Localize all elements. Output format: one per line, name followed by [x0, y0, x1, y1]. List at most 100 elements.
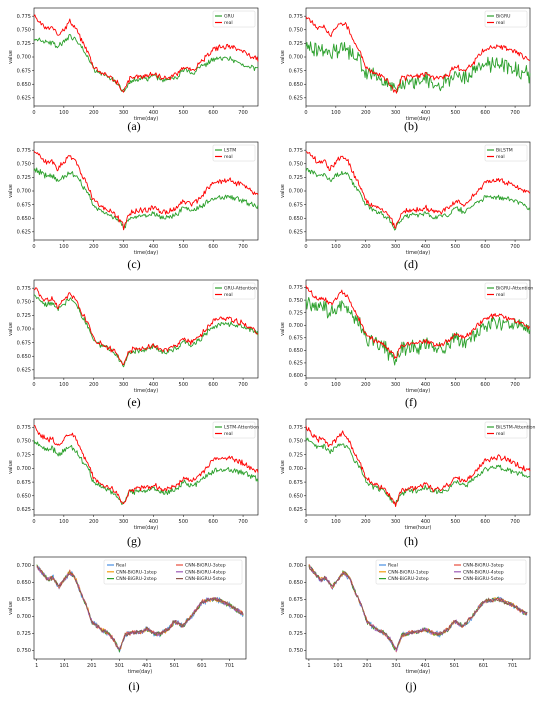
legend-label: LSTM-Attention	[224, 425, 259, 431]
chart-panel-5: 0 100 200 300 400 500 600 700 0.625 0.650 0.675 0.7…	[8, 279, 259, 409]
x-tick-label: 0	[304, 382, 307, 388]
x-tick-label: 500	[451, 382, 461, 388]
x-tick-label: 400	[149, 110, 159, 116]
x-tick-label: 300	[119, 244, 129, 250]
legend-label: BiGRU-Attention	[496, 286, 533, 292]
x-tick-label: 700	[238, 382, 248, 388]
y-tick-label: 0.650	[289, 494, 303, 500]
legend-label: CNN-BiGRU-4step	[463, 569, 504, 575]
x-axis-label: time(day)	[406, 250, 430, 256]
legend-box	[212, 10, 256, 28]
y-tick-label: 0.750	[289, 27, 303, 33]
y-tick-label: 0.775	[289, 285, 303, 291]
y-axis-label: value	[8, 322, 14, 336]
legend-label: real	[496, 20, 505, 26]
y-tick-label: 0.675	[289, 480, 303, 486]
y-tick-label: 0.775	[289, 425, 303, 431]
y-tick-label: 0.625	[17, 96, 31, 102]
y-tick-label: 0.650	[289, 348, 303, 354]
x-tick-label: 100	[59, 519, 69, 525]
y-tick-label: 0.725	[289, 631, 303, 637]
x-tick-label: 600	[208, 110, 218, 116]
x-tick-label: 600	[480, 244, 490, 250]
y-tick-label: 0.775	[17, 286, 31, 292]
legend-label: real	[496, 431, 505, 437]
chart-panel-4: 0 100 200 300 400 500 600 700 0.625 0.650 0.675 0.7…	[280, 141, 531, 271]
y-tick-label: 0.675	[17, 340, 31, 346]
y-tick-label: 0.750	[17, 161, 31, 167]
chart-panel-10: 1 101 201 301 401 501 601 701 0.750 0.725 0.700 0.6…	[280, 556, 531, 693]
x-axis-label: time(day)	[134, 250, 158, 256]
x-tick-label: 1	[307, 663, 310, 669]
x-tick-label: 200	[361, 110, 371, 116]
x-tick-label: 700	[238, 110, 248, 116]
x-tick-label: 701	[508, 663, 518, 669]
y-tick-label: 0.725	[289, 41, 303, 47]
series-line-gru-attention	[33, 294, 259, 368]
y-tick-label: 0.650	[289, 82, 303, 88]
chart-panel-2: 0 100 200 300 400 500 600 700 0.625 0.650 0.675 0.7…	[280, 7, 531, 133]
x-tick-label: 100	[331, 244, 341, 250]
x-tick-label: 400	[149, 519, 159, 525]
legend-label: CNN-BiGRU-5step	[185, 576, 226, 582]
x-axis-label: time(day)	[406, 116, 430, 122]
y-tick-label: 0.650	[17, 354, 31, 360]
y-tick-label: 0.675	[17, 597, 31, 603]
legend-label: CNN-BiGRU-3step	[185, 563, 226, 569]
series-line-real	[33, 150, 259, 231]
legend-label: CNN-BiGRU-2step	[388, 576, 429, 582]
x-tick-label: 500	[451, 244, 461, 250]
y-tick-label: 0.725	[17, 313, 31, 319]
legend-box	[484, 144, 528, 162]
x-axis-label: time(day)	[134, 116, 158, 122]
legend-label: CNN-BiGRU-1step	[388, 569, 429, 575]
legend-label: real	[496, 154, 505, 160]
x-tick-label: 200	[361, 244, 371, 250]
y-axis-label: value	[280, 50, 286, 64]
x-tick-label: 0	[304, 110, 307, 116]
y-tick-label: 0.675	[17, 202, 31, 208]
legend-label: CNN-BiGRU-4step	[185, 569, 226, 575]
x-tick-label: 600	[480, 110, 490, 116]
y-tick-label: 0.700	[17, 327, 31, 333]
chart-panel-6: 0 100 200 300 400 500 600 700 0.600 0.625 0.650 0.6…	[280, 279, 533, 409]
x-tick-label: 100	[331, 519, 341, 525]
y-axis-label: value	[280, 460, 286, 474]
legend-box	[484, 421, 528, 439]
legend-box	[484, 10, 528, 28]
x-tick-label: 401	[420, 663, 430, 669]
y-tick-label: 0.625	[289, 230, 303, 236]
x-tick-label: 1	[35, 663, 38, 669]
y-tick-label: 0.625	[17, 230, 31, 236]
y-tick-label: 0.725	[289, 310, 303, 316]
y-tick-label: 0.700	[289, 189, 303, 195]
legend-label: GRU-Attention	[224, 286, 257, 292]
y-tick-label: 0.650	[17, 580, 31, 586]
y-tick-label: 0.675	[289, 202, 303, 208]
series-line-real	[33, 424, 259, 505]
y-tick-label: 0.675	[289, 597, 303, 603]
y-tick-label: 0.725	[17, 175, 31, 181]
chart-panel-9: 1 101 201 301 401 501 601 701 0.750 0.725 0.700 0.6…	[8, 556, 247, 693]
series-line-gru	[33, 33, 259, 92]
x-tick-label: 0	[32, 519, 35, 525]
x-tick-label: 400	[421, 110, 431, 116]
x-tick-label: 401	[142, 663, 152, 669]
series-line-cnn-bigru-4step	[308, 566, 528, 652]
y-tick-label: 0.750	[17, 439, 31, 445]
y-tick-label: 0.750	[17, 648, 31, 654]
legend-label: Real	[388, 563, 398, 569]
y-tick-label: 0.750	[289, 161, 303, 167]
series-line-bigru-attention	[305, 296, 531, 366]
x-tick-label: 300	[119, 110, 129, 116]
panel-caption: (j)	[405, 679, 416, 693]
y-tick-label: 0.775	[17, 14, 31, 20]
y-axis-label: value	[280, 322, 286, 336]
x-tick-label: 301	[115, 663, 125, 669]
y-tick-label: 0.750	[289, 648, 303, 654]
y-tick-label: 0.775	[289, 148, 303, 154]
y-axis-label: value	[8, 50, 14, 64]
series-line-lstm-attention	[33, 439, 259, 505]
y-tick-label: 0.725	[17, 41, 31, 47]
chart-panel-8: 0 100 200 300 400 500 600 700 0.625 0.650 0.675 0.7…	[280, 418, 536, 548]
